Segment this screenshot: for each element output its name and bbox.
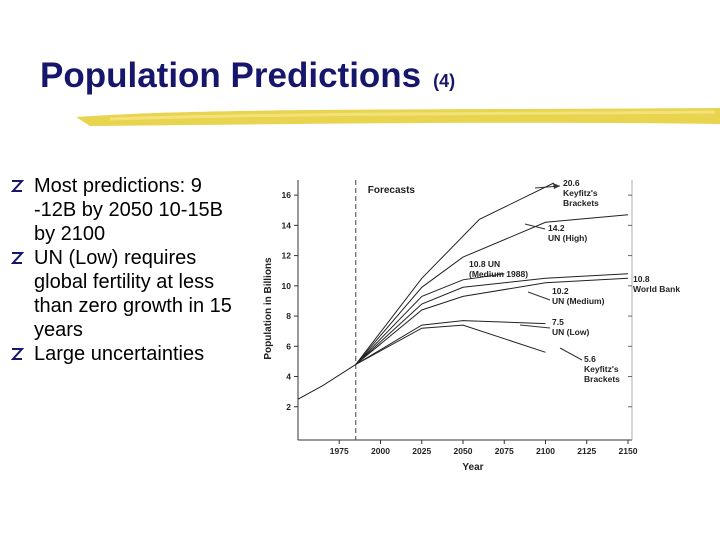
series-label: Keyfitz's [584,364,619,374]
y-tick-label: 2 [286,402,291,412]
bullet-icon [10,252,24,264]
series-line [355,182,555,365]
x-tick-label: 2075 [495,446,514,456]
bullet-icon [10,348,24,360]
series-label: 5.6 [584,354,596,364]
x-tick-label: 2050 [454,446,473,456]
arrow-head [553,183,560,189]
series-label: 14.2 [548,223,565,233]
title-text: Population Predictions [40,56,422,95]
y-tick-label: 10 [282,281,292,291]
series-label: Brackets [563,198,599,208]
series-line [355,320,546,365]
series-line [355,324,546,365]
series-label: Brackets [584,374,620,384]
y-tick-label: 12 [282,251,292,261]
label-pointer [527,291,551,301]
y-tick-label: 4 [286,372,291,382]
bullet: Most predictions: 9 -12B by 2050 10-15B … [10,174,246,246]
series-line [355,273,629,365]
y-axis-label: Population in Billions [263,257,274,360]
series-label: 10.8 [633,274,650,284]
y-tick-label: 14 [282,220,292,230]
x-tick-label: 2000 [371,446,390,456]
series-label: 20.6 [563,178,580,188]
bullet-text: UN (Low) requires global fertility at le… [34,247,232,341]
label-pointer [519,324,551,329]
bullet-text: Large uncertainties [34,343,205,365]
brush-highlight [109,110,716,121]
y-tick-label: 8 [286,311,291,321]
title-underline [76,108,720,126]
x-tick-label: 2025 [412,446,431,456]
series-line [355,277,629,365]
series-label: 10.8 UN [469,259,500,269]
series-label: World Bank [633,284,680,294]
series-label: Keyfitz's [563,188,598,198]
series-label: (Medium 1988) [469,269,528,279]
x-axis-label: Year [462,462,483,473]
x-tick-label: 2100 [536,446,555,456]
label-pointer [559,347,583,361]
series-line [355,273,505,365]
label-pointer [524,223,546,230]
bullet: UN (Low) requires global fertility at le… [10,246,246,342]
series-label: UN (Medium) [552,296,605,306]
title-suffix: (4) [433,71,456,91]
series-line [297,363,357,400]
series-line [355,214,629,365]
series-label: 7.5 [552,317,564,327]
bullet: Large uncertainties [10,342,246,366]
slide-title: Population Predictions (4) [40,56,455,96]
series-label: 10.2 [552,286,569,296]
x-tick-label: 1975 [330,446,349,456]
forecast-label: Forecasts [368,185,416,196]
bullet-icon [10,180,24,192]
series-label: UN (Low) [552,327,589,337]
y-tick-label: 6 [286,341,291,351]
y-tick-label: 16 [282,190,292,200]
x-tick-label: 2125 [577,446,596,456]
bullet-text: Most predictions: 9 -12B by 2050 10-15B … [34,175,224,245]
x-tick-label: 2150 [619,446,638,456]
bullet-list: Most predictions: 9 -12B by 2050 10-15B … [10,174,246,366]
series-label: UN (High) [548,233,587,243]
